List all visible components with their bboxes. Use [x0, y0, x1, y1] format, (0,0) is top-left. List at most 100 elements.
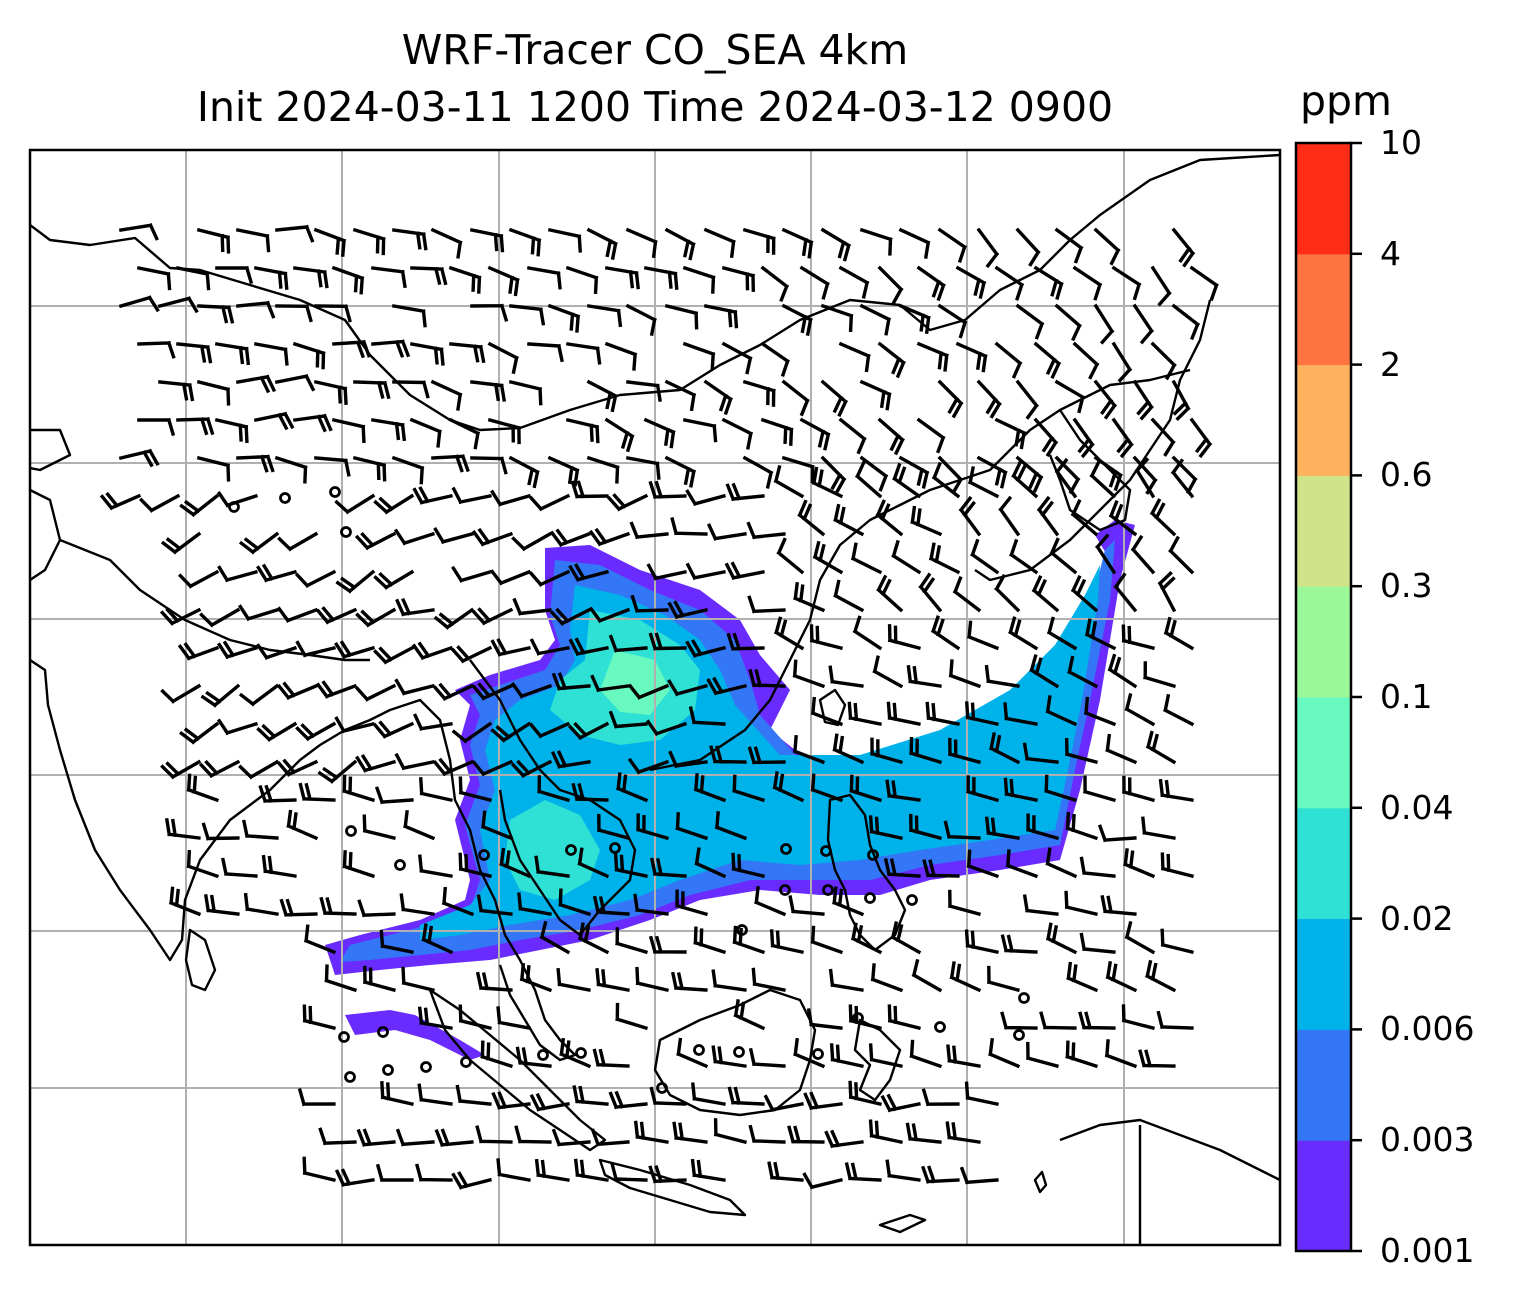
calm-wind-marker [329, 486, 341, 498]
calm-wind-marker [812, 1048, 824, 1060]
colorbar-segment [1296, 918, 1351, 1030]
wind-barb [433, 526, 474, 545]
wind-barb [891, 539, 922, 575]
wind-barb [528, 721, 571, 739]
wind-barb [1113, 572, 1138, 613]
wind-barb [489, 569, 532, 586]
wind-barb [490, 721, 532, 743]
wind-barb [905, 1122, 942, 1144]
wind-barb [1008, 616, 1039, 651]
wind-barb [243, 892, 279, 916]
wind-barb [763, 1094, 804, 1112]
wind-barb [625, 456, 661, 480]
wind-barb [136, 265, 172, 291]
colorbar-tick-label: 0.006 [1380, 1009, 1475, 1049]
wind-barb [276, 606, 319, 623]
wind-barb [235, 374, 277, 394]
wind-barb [685, 562, 726, 581]
wind-barb [458, 1004, 492, 1031]
wind-barb [1150, 341, 1177, 381]
wind-barb [1156, 1010, 1194, 1030]
coastline-timor [878, 1213, 927, 1234]
wind-barb [633, 1120, 669, 1144]
wind-barb [898, 455, 930, 489]
wind-barb [721, 341, 753, 375]
wind-barb [496, 1158, 531, 1182]
colorbar-segment [1296, 143, 1351, 255]
wind-barb [480, 1040, 514, 1069]
calm-wind-marker [1018, 992, 1030, 1004]
wind-barb [159, 607, 202, 626]
wind-barb [625, 303, 657, 336]
wind-barb [253, 266, 289, 290]
wind-barb [451, 721, 493, 744]
wind-barb [773, 616, 805, 651]
wind-barb [1083, 696, 1117, 727]
wind-barb [372, 645, 415, 665]
wind-barb [235, 227, 271, 253]
wind-barb [869, 737, 904, 765]
wind-barb [334, 716, 375, 734]
wind-barb [693, 773, 727, 803]
wind-barb [355, 607, 397, 628]
wind-barb [595, 968, 630, 992]
wind-barb [910, 505, 943, 537]
wind-barb [1121, 1004, 1155, 1031]
wind-barb [922, 859, 960, 878]
wind-barb [528, 493, 571, 512]
wind-barb [1111, 265, 1142, 301]
wind-barb [844, 1162, 882, 1182]
wind-barb [706, 676, 747, 696]
wind-barb [1066, 961, 1099, 993]
wind-barb [137, 340, 176, 359]
wind-barb [877, 341, 906, 379]
wind-barb [203, 894, 240, 916]
wind-barb [356, 1128, 396, 1147]
wind-barb [685, 639, 726, 658]
wind-barb [547, 303, 581, 333]
wind-barb [496, 1006, 531, 1030]
wind-barb [371, 339, 411, 358]
wind-barb [275, 224, 315, 243]
wind-barb [721, 417, 754, 450]
wind-barb [1108, 499, 1138, 537]
wind-barb [470, 380, 507, 402]
wind-barb [1036, 495, 1060, 537]
wind-barb [955, 341, 988, 373]
wind-barb [648, 1165, 687, 1184]
wind-barb [859, 303, 892, 336]
wind-barb [682, 265, 716, 294]
wind-barb [747, 746, 786, 765]
wind-barb [526, 266, 562, 290]
wind-barb [1082, 775, 1117, 803]
wind-barb [646, 563, 687, 581]
wind-barb [534, 855, 570, 878]
wind-barb [512, 597, 552, 616]
wind-barb [1150, 417, 1176, 457]
wind-barb [1170, 458, 1195, 499]
wind-barb [590, 674, 630, 693]
wind-barb [547, 227, 583, 253]
wind-barb [1158, 778, 1194, 802]
wind-barb [176, 416, 215, 436]
wind-barb [590, 1128, 630, 1147]
wind-barb [342, 774, 376, 803]
wind-barb [725, 482, 765, 502]
wind-barb [859, 379, 892, 411]
wind-barb [877, 417, 905, 456]
wind-barb [1005, 849, 1039, 879]
wind-barb [1145, 959, 1177, 993]
wind-barb [781, 303, 813, 336]
wind-barb [1149, 498, 1177, 537]
wind-barb [847, 701, 882, 727]
wind-barb [876, 574, 904, 613]
wind-barb [324, 964, 358, 993]
wind-barb [1029, 654, 1060, 689]
wind-barb [1045, 922, 1078, 955]
wind-barb [1065, 812, 1099, 841]
wind-barb [258, 784, 297, 804]
wind-barb [370, 418, 407, 442]
wind-barb [885, 779, 921, 802]
wind-barb [352, 455, 387, 482]
